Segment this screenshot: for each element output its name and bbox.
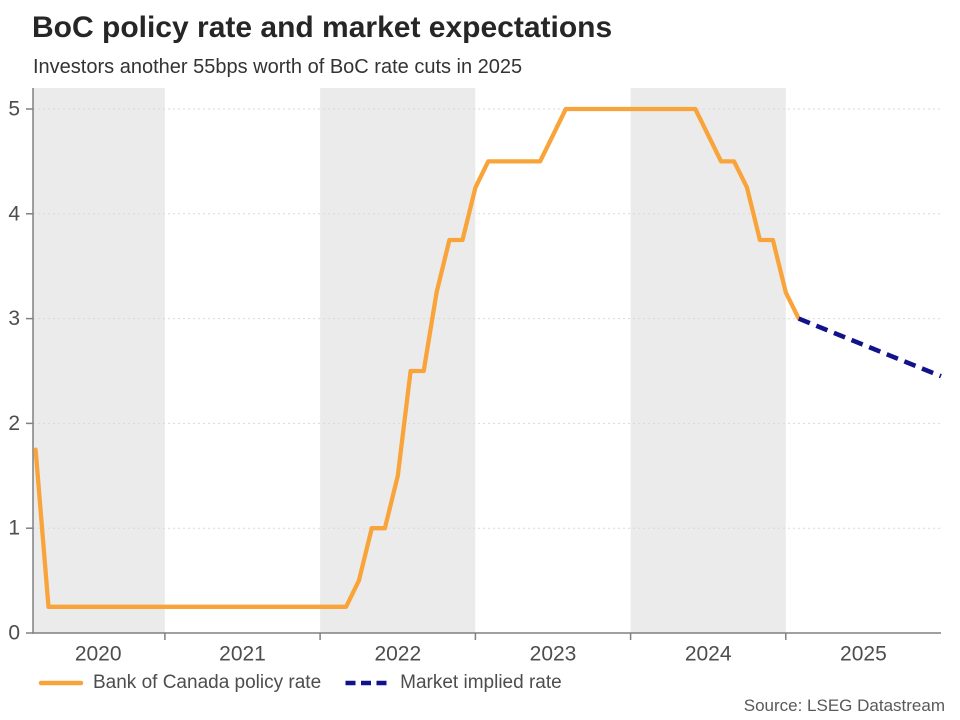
legend-item-policy-rate: Bank of Canada policy rate: [38, 672, 321, 694]
y-tick-label-5: 5: [8, 98, 20, 121]
policy-rate-line: [33, 106, 801, 609]
y-tick-label-2: 2: [8, 412, 20, 435]
y-tick-label-4: 4: [8, 202, 20, 225]
source-credit: Source: LSEG Datastream: [743, 696, 945, 715]
market-implied-line-swatch: [345, 680, 391, 686]
chart-subtitle: Investors another 55bps worth of BoC rat…: [33, 56, 523, 78]
x-tick-label-2023: 2023: [530, 642, 577, 665]
x-tick-label-2022: 2022: [374, 642, 421, 665]
y-tick-label-3: 3: [8, 307, 20, 330]
legend: Bank of Canada policy rate Market implie…: [38, 669, 562, 697]
x-tick-label-2025: 2025: [840, 642, 887, 665]
x-tick-label-2024: 2024: [685, 642, 732, 665]
legend-label-market-implied: Market implied rate: [400, 672, 562, 693]
year-shading-band-0: [33, 88, 165, 633]
x-tick-label-2020: 2020: [75, 642, 122, 665]
chart-title: BoC policy rate and market expectations: [32, 11, 613, 44]
year-shading-band-2: [630, 88, 786, 633]
year-shading-band-1: [320, 88, 476, 633]
policy-rate-line-swatch: [38, 680, 84, 686]
x-tick-label-2021: 2021: [219, 642, 266, 665]
y-tick-label-0: 0: [8, 622, 20, 645]
y-tick-label-1: 1: [8, 517, 20, 540]
market-implied-line: [797, 316, 942, 379]
legend-item-market-implied: Market implied rate: [345, 672, 562, 694]
legend-label-policy-rate: Bank of Canada policy rate: [93, 672, 322, 693]
